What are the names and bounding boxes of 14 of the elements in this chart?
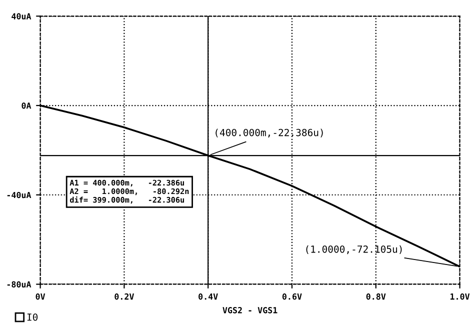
y-tick-label: 40uA xyxy=(12,13,32,20)
x-tick-label: 0.6V xyxy=(282,293,302,300)
x-axis-title: VGS2 - VGS1 xyxy=(222,307,278,314)
x-tick-label: 0V xyxy=(36,293,46,300)
y-tick-label: -40uA xyxy=(7,192,32,198)
y-tick-label: 0A xyxy=(22,102,32,109)
x-tick-label: 0.2V xyxy=(114,293,134,300)
annotation: (1.0000,-72.105u) xyxy=(306,245,402,254)
x-tick-label: 0.4V xyxy=(198,293,218,300)
legend-label: I0 xyxy=(27,313,38,321)
y-tick-label: -80uA xyxy=(7,281,32,288)
annotation: (400.000m,-22.386u) xyxy=(216,128,323,138)
x-tick-label: 1.0V xyxy=(450,293,470,300)
x-tick-label: 0.8V xyxy=(366,293,386,300)
